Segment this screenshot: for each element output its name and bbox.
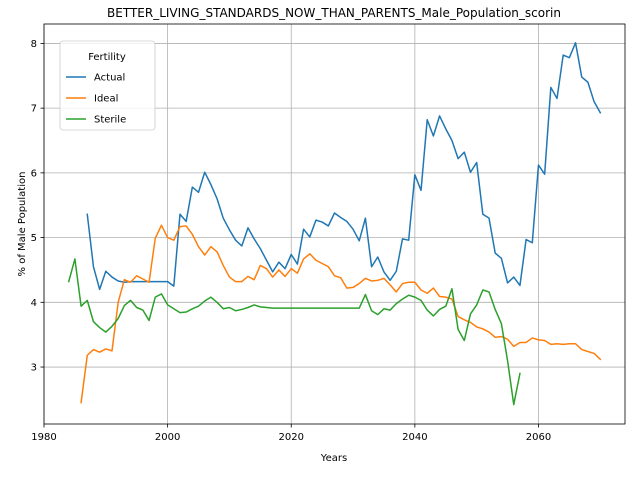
y-tick-label: 5 bbox=[31, 233, 37, 244]
series-line-ideal bbox=[80, 224, 602, 404]
grid bbox=[43, 24, 625, 424]
x-tick-label: 2040 bbox=[402, 432, 427, 443]
x-axis-label: Years bbox=[320, 453, 347, 464]
legend-title: Fertility bbox=[88, 52, 126, 63]
y-tick-label: 8 bbox=[31, 39, 37, 50]
legend-label-sterile: Sterile bbox=[94, 115, 126, 126]
y-tick-label: 3 bbox=[31, 363, 37, 374]
y-tick-label: 4 bbox=[31, 298, 37, 309]
x-tick-label: 2060 bbox=[526, 432, 551, 443]
legend: Fertility Actual Ideal Sterile bbox=[59, 40, 156, 131]
series-lines bbox=[67, 42, 602, 406]
y-tick-label: 6 bbox=[31, 168, 37, 179]
legend-label-actual: Actual bbox=[94, 73, 125, 84]
series-line-actual bbox=[86, 42, 602, 291]
chart-title: BETTER_LIVING_STANDARDS_NOW_THAN_PARENTS… bbox=[107, 6, 561, 20]
y-tick-label: 7 bbox=[31, 104, 37, 115]
x-tick-label: 2000 bbox=[155, 432, 180, 443]
y-axis-label: % of Male Population bbox=[17, 172, 28, 277]
axis-ticks: 1980 2000 2020 2040 2060 3 4 5 6 7 8 bbox=[31, 39, 552, 443]
plot-frame bbox=[43, 23, 626, 425]
x-tick-label: 2020 bbox=[279, 432, 304, 443]
legend-frame bbox=[59, 40, 156, 131]
series-line-sterile bbox=[67, 258, 521, 406]
legend-label-ideal: Ideal bbox=[94, 94, 118, 105]
x-tick-label: 1980 bbox=[31, 432, 56, 443]
legend-items: Actual Ideal Sterile bbox=[66, 73, 126, 126]
